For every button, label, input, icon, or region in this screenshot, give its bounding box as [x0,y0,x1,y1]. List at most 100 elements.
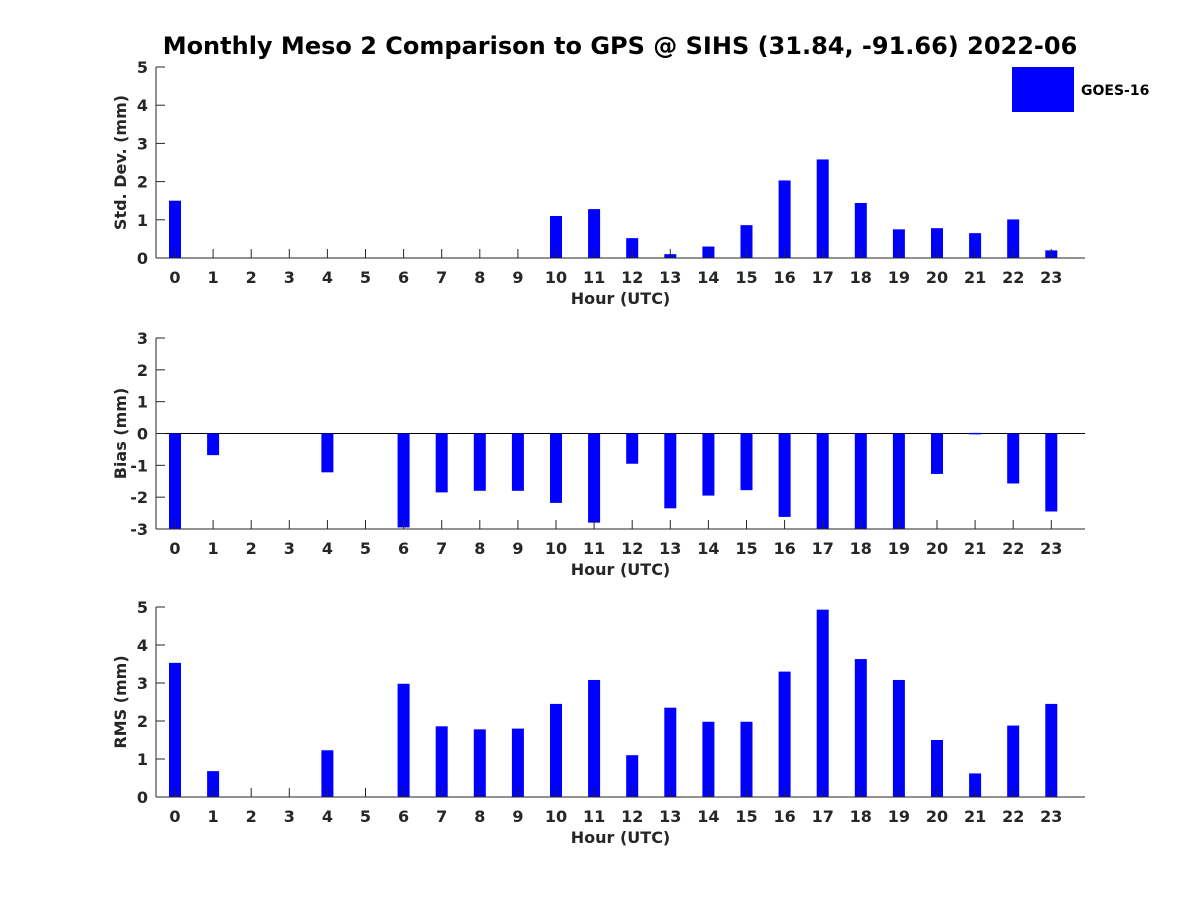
x-tick-label: 14 [697,268,719,287]
bar-hour-17 [816,159,829,258]
y-axis-label: Std. Dev. (mm) [111,95,130,230]
bar-hour-12 [626,238,639,258]
y-tick-label: 3 [137,329,148,348]
y-tick-label: 0 [137,249,148,268]
bar-hour-14 [702,721,715,797]
x-tick-label: 1 [208,807,219,826]
bar-hour-4 [321,433,334,473]
x-tick-label: 4 [322,539,333,558]
bar-hour-13 [664,707,677,797]
bar-hour-16 [778,671,791,797]
y-tick-label: -3 [130,520,148,539]
bar-hour-18 [854,433,867,529]
bar-hour-12 [626,433,639,464]
bar-hour-9 [511,433,524,491]
bar-hour-8 [473,729,486,797]
x-axis-label: Hour (UTC) [571,560,671,579]
x-tick-label: 0 [169,268,180,287]
y-tick-label: 1 [137,393,148,412]
x-tick-label: 23 [1040,268,1062,287]
legend: GOES-16 [1012,67,1149,112]
x-tick-label: 0 [169,807,180,826]
bar-hour-7 [435,433,448,493]
bar-hour-21 [969,233,982,258]
bar-hour-4 [321,750,334,797]
x-tick-label: 22 [1002,268,1024,287]
x-tick-label: 9 [512,807,523,826]
y-tick-label: 0 [137,425,148,444]
bar-hour-12 [626,755,639,797]
y-tick-label: 5 [137,598,148,617]
bar-hour-15 [740,721,753,797]
x-tick-label: 21 [964,539,986,558]
y-tick-label: 4 [137,96,148,115]
x-axis-label: Hour (UTC) [571,289,671,308]
bar-hour-20 [931,433,943,474]
bar-hour-22 [1007,725,1020,797]
bar-hour-8 [473,433,486,491]
x-tick-label: 9 [512,268,523,287]
x-tick-label: 18 [850,807,872,826]
x-tick-label: 5 [360,268,371,287]
x-tick-label: 22 [1002,807,1024,826]
x-tick-label: 23 [1040,539,1062,558]
x-tick-label: 17 [812,539,834,558]
bar-hour-15 [740,433,753,491]
x-tick-label: 19 [888,807,910,826]
y-tick-label: 4 [137,636,148,655]
bar-hour-20 [931,228,943,258]
x-tick-label: 23 [1040,807,1062,826]
y-tick-label: 0 [137,788,148,807]
bar-hour-10 [550,703,562,797]
bar-hour-22 [1007,219,1020,258]
x-tick-label: 7 [436,807,447,826]
bar-hour-13 [664,433,677,509]
x-tick-label: 21 [964,807,986,826]
x-tick-label: 14 [697,807,719,826]
x-tick-label: 5 [360,807,371,826]
bar-hour-14 [702,433,715,496]
y-tick-label: 3 [137,674,148,693]
x-tick-label: 5 [360,539,371,558]
legend-swatch [1012,67,1074,112]
x-tick-label: 3 [284,807,295,826]
x-tick-label: 10 [545,539,567,558]
bar-hour-0 [169,200,181,258]
bar-hour-18 [854,659,867,797]
x-tick-label: 11 [583,807,605,826]
x-tick-label: 11 [583,268,605,287]
x-tick-label: 2 [246,268,257,287]
bar-hour-21 [969,773,982,797]
x-tick-label: 6 [398,807,409,826]
y-tick-label: 1 [137,750,148,769]
x-tick-label: 3 [284,539,295,558]
x-tick-label: 1 [208,539,219,558]
x-tick-label: 20 [926,807,948,826]
bar-hour-10 [550,433,562,503]
y-tick-label: 1 [137,211,148,230]
bar-hour-16 [778,180,791,258]
x-tick-label: 7 [436,539,447,558]
x-tick-label: 16 [773,539,795,558]
bar-hour-0 [169,662,181,797]
bar-hour-6 [397,433,410,528]
bar-hour-11 [588,679,601,797]
bar-hour-15 [740,225,753,258]
bar-hour-23 [1045,703,1058,797]
x-tick-label: 12 [621,807,643,826]
x-tick-label: 9 [512,539,523,558]
x-tick-label: 20 [926,268,948,287]
x-tick-label: 13 [659,807,681,826]
bar-hour-9 [511,728,524,797]
y-tick-label: 5 [137,58,148,77]
bar-hour-11 [588,209,601,258]
y-tick-label: -2 [130,488,148,507]
x-tick-label: 16 [773,807,795,826]
x-tick-label: 15 [735,807,757,826]
bar-hour-7 [435,726,448,797]
x-tick-label: 22 [1002,539,1024,558]
y-axis-label: Bias (mm) [111,388,130,480]
